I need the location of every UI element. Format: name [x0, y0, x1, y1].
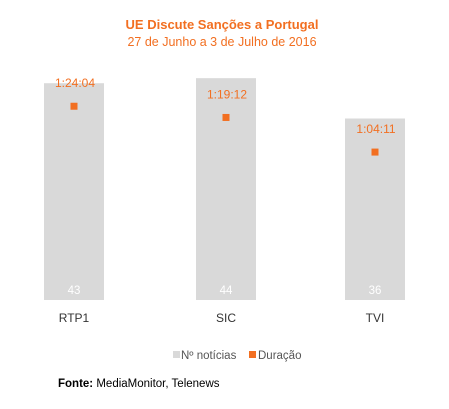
legend: Nº notícias Duração [173, 350, 301, 362]
legend-label-duration: Duração [258, 350, 301, 362]
bar-tvi [345, 118, 405, 300]
duration-label-sic: 1:19:12 [207, 87, 247, 101]
category-label-rtp1: RTP1 [59, 311, 90, 325]
category-label-tvi: TVI [366, 311, 385, 325]
bar-sic [196, 78, 256, 301]
duration-marker-tvi [371, 148, 379, 156]
source-label: Fonte: [58, 378, 94, 390]
legend-swatch-bars [173, 351, 180, 358]
bar-value-label-sic: 44 [220, 285, 233, 297]
duration-label-rtp1: 1:24:04 [55, 76, 95, 90]
legend-swatch-duration [249, 351, 256, 358]
source-note: Fonte: MediaMonitor, Telenews [58, 378, 220, 390]
chart-title: UE Discute Sanções a Portugal [126, 17, 319, 32]
source-text: MediaMonitor, Telenews [96, 378, 220, 390]
chart-subtitle: 27 de Junho a 3 de Julho de 2016 [127, 35, 316, 49]
category-label-sic: SIC [216, 311, 236, 325]
duration-marker-sic [222, 113, 230, 121]
bar-value-label-tvi: 36 [369, 285, 382, 297]
duration-marker-rtp1 [70, 102, 78, 110]
duration-label-tvi: 1:04:11 [356, 122, 395, 136]
bar-rtp1 [44, 83, 104, 300]
bar-value-label-rtp1: 43 [68, 285, 81, 297]
plot-area: 43 RTP1 1:24:04 44 SIC 1:19:12 36 TVI 1:04:11 [44, 76, 405, 325]
legend-label-bars: Nº notícias [181, 350, 237, 362]
